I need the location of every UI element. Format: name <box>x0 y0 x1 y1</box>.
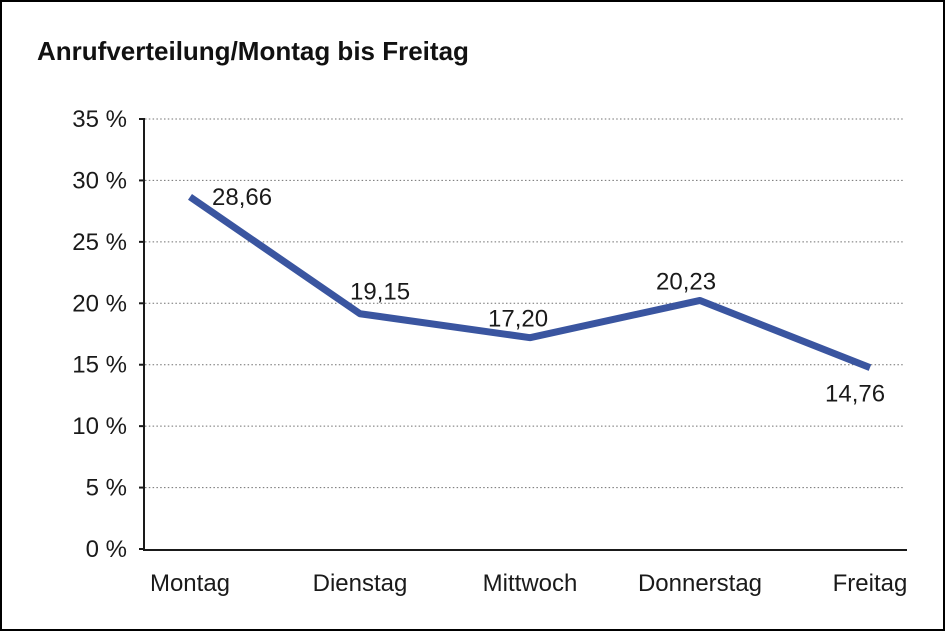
data-point-label: 20,23 <box>656 268 716 295</box>
y-axis-tick-label: 10 % <box>72 413 127 440</box>
data-point-label: 14,76 <box>825 381 885 408</box>
y-axis-tick-label: 35 % <box>72 106 127 133</box>
y-axis-tick-label: 25 % <box>72 229 127 256</box>
x-axis-category-label: Montag <box>150 570 230 597</box>
series-line <box>188 194 872 371</box>
y-axis-tick-label: 0 % <box>86 536 127 563</box>
data-point-label: 19,15 <box>350 279 410 306</box>
y-axis-tick-label: 15 % <box>72 352 127 379</box>
data-point-label: 28,66 <box>212 184 272 211</box>
data-point-label: 17,20 <box>488 306 548 333</box>
chart-title: Anrufverteilung/Montag bis Freitag <box>37 36 469 66</box>
x-axis-category-label: Mittwoch <box>483 570 578 597</box>
y-axis-tick-label: 30 % <box>72 167 127 194</box>
x-axis-category-label: Freitag <box>833 570 908 597</box>
x-axis-category-label: Donnerstag <box>638 570 762 597</box>
x-axis-category-label: Dienstag <box>313 570 408 597</box>
y-axis-tick-label: 5 % <box>86 475 127 502</box>
y-axis-tick-label: 20 % <box>72 290 127 317</box>
